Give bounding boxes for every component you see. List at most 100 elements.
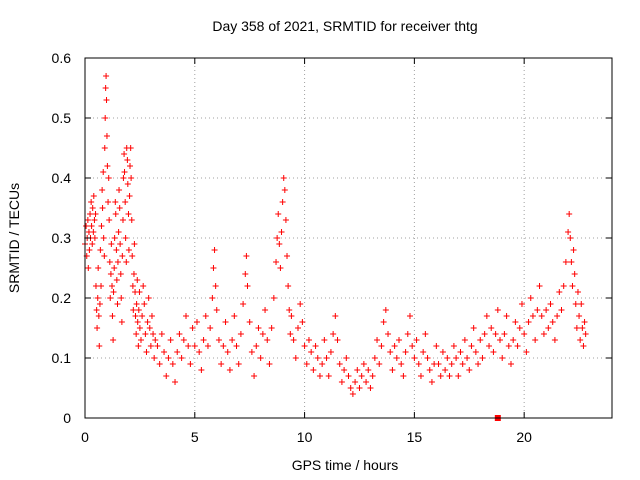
data-point <box>120 175 127 181</box>
data-point <box>108 241 115 247</box>
data-point <box>176 331 183 337</box>
data-point <box>518 301 525 307</box>
data-point <box>125 247 132 253</box>
data-point <box>356 385 363 391</box>
data-point <box>116 187 123 193</box>
data-point <box>558 307 565 313</box>
data-point <box>323 355 330 361</box>
data-point <box>483 313 490 319</box>
data-point <box>413 337 420 343</box>
data-point <box>226 367 233 373</box>
x-tick-label: 0 <box>81 429 89 445</box>
data-point <box>374 337 381 343</box>
data-point <box>196 349 203 355</box>
data-point <box>288 313 295 319</box>
data-point <box>574 289 581 295</box>
data-point <box>107 295 114 301</box>
data-point <box>101 253 108 259</box>
data-point <box>273 259 280 265</box>
data-point <box>393 355 400 361</box>
data-point <box>112 199 119 205</box>
data-point <box>268 325 275 331</box>
data-point <box>477 337 484 343</box>
data-point <box>211 247 218 253</box>
data-point <box>301 343 308 349</box>
data-point <box>354 367 361 373</box>
data-point <box>180 337 187 343</box>
grid-lines <box>85 58 612 418</box>
data-point <box>174 349 181 355</box>
x-tick-label: 5 <box>191 429 199 445</box>
data-point <box>305 337 312 343</box>
data-point <box>134 319 141 325</box>
data-point <box>91 217 98 223</box>
data-point <box>507 361 514 367</box>
data-point <box>95 313 102 319</box>
data-point <box>321 337 328 343</box>
data-point <box>98 223 105 229</box>
data-point <box>242 271 249 277</box>
data-point <box>103 97 110 103</box>
plot-frame <box>84 57 613 419</box>
data-point <box>90 193 97 199</box>
data-point <box>107 271 114 277</box>
data-point <box>475 361 482 367</box>
data-point <box>543 307 550 313</box>
data-point <box>314 355 321 361</box>
data-point <box>224 349 231 355</box>
data-point <box>540 331 547 337</box>
data-point <box>118 319 125 325</box>
data-point <box>562 259 569 265</box>
data-point <box>501 331 508 337</box>
data-point <box>123 259 130 265</box>
data-point <box>262 307 269 313</box>
data-point <box>94 295 101 301</box>
data-point <box>117 241 124 247</box>
data-point <box>341 367 348 373</box>
data-point <box>189 325 196 331</box>
data-point <box>310 367 317 373</box>
data-point <box>398 361 405 367</box>
data-point <box>99 187 106 193</box>
data-point <box>240 301 247 307</box>
x-tick-label: 15 <box>407 429 423 445</box>
y-tick-label: 0.3 <box>52 230 72 246</box>
data-point <box>102 115 109 121</box>
data-point <box>453 355 460 361</box>
data-point <box>490 349 497 355</box>
data-point <box>235 361 242 367</box>
data-point <box>409 343 416 349</box>
data-point <box>560 283 567 289</box>
data-point <box>556 289 563 295</box>
data-point <box>83 223 90 229</box>
data-point <box>446 373 453 379</box>
data-point <box>545 325 552 331</box>
data-point <box>101 145 108 151</box>
data-point <box>444 355 451 361</box>
data-point <box>257 355 264 361</box>
data-point <box>98 283 105 289</box>
data-point <box>125 211 132 217</box>
data-point <box>146 325 153 331</box>
data-point <box>411 355 418 361</box>
data-point <box>461 337 468 343</box>
data-point <box>112 211 119 217</box>
data-point <box>106 217 113 223</box>
data-point <box>85 265 92 271</box>
data-point <box>422 331 429 337</box>
data-point <box>570 247 577 253</box>
data-point <box>549 319 556 325</box>
data-point <box>106 259 113 265</box>
data-point <box>382 307 389 313</box>
data-point <box>116 205 123 211</box>
data-point <box>213 307 220 313</box>
data-point <box>389 367 396 373</box>
data-point <box>128 175 135 181</box>
data-point <box>479 355 486 361</box>
data-point <box>84 217 91 223</box>
data-point <box>167 337 174 343</box>
data-point <box>151 355 158 361</box>
data-point <box>121 151 128 157</box>
data-point <box>308 349 315 355</box>
data-point <box>468 343 475 349</box>
